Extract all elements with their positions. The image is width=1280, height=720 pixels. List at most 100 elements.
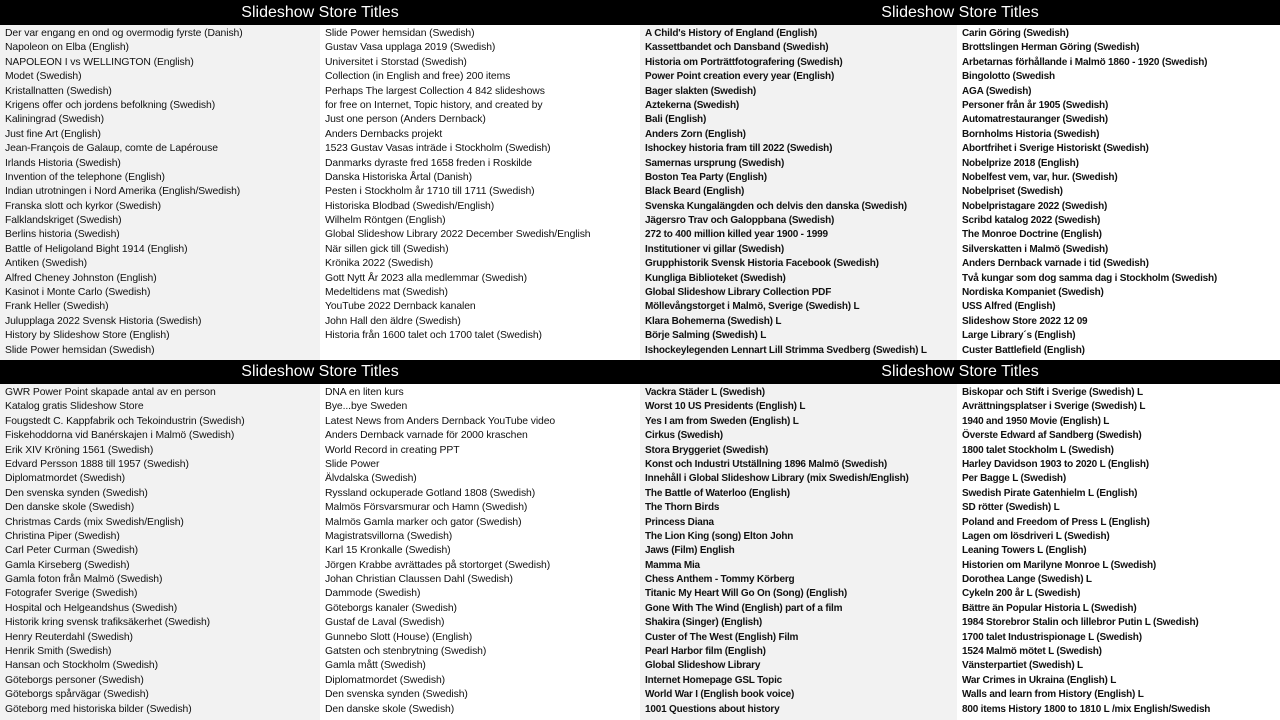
panel-header-title: Slideshow Store Titles bbox=[640, 360, 1280, 384]
list-item: Historien om Marilyne Monroe L (Swedish) bbox=[962, 559, 1157, 571]
list-item: Brottslingen Herman Göring (Swedish) bbox=[962, 42, 1140, 54]
list-item: Bornholms Historia (Swedish) bbox=[962, 128, 1100, 140]
list-item: Worst 10 US Presidents (English) L bbox=[645, 401, 806, 413]
list-item: Slide Power bbox=[325, 458, 380, 470]
list-item: Göteborg med historiska bilder (Swedish) bbox=[5, 703, 192, 715]
list-item: Carl Peter Curman (Swedish) bbox=[5, 545, 138, 557]
list-item: Invention of the telephone (English) bbox=[5, 171, 165, 183]
list-item: Samernas ursprung (Swedish) bbox=[645, 157, 785, 169]
panel-header-title: Slideshow Store Titles bbox=[640, 0, 1280, 25]
list-item: Anders Dernback varnade för 2000 krasche… bbox=[325, 430, 528, 442]
list-item: Scribd katalog 2022 (Swedish) bbox=[962, 215, 1101, 227]
list-item: Krönika 2022 (Swedish) bbox=[325, 258, 434, 270]
list-item: NAPOLEON I vs WELLINGTON (English) bbox=[5, 56, 194, 68]
title-list: Der var engang en ond og overmodig fyrst… bbox=[5, 27, 320, 358]
list-item: 800 items History 1800 to 1810 L /mix En… bbox=[962, 703, 1211, 715]
list-item: Slideshow Store 2022 12 09 bbox=[962, 315, 1088, 327]
list-item: Princess Diana bbox=[645, 516, 714, 528]
title-list: A Child's History of England (English) Ka… bbox=[645, 27, 957, 358]
title-column-right: DNA en liten kurs Bye...bye Sweden Latest … bbox=[320, 384, 640, 720]
list-item: Global Slideshow Library 2022 December S… bbox=[325, 229, 591, 241]
list-item: Dorothea Lange (Swedish) L bbox=[962, 574, 1092, 586]
list-item: Jean-François de Galaup, comte de Lapéro… bbox=[5, 143, 218, 155]
list-item: Berlins historia (Swedish) bbox=[5, 229, 120, 241]
list-item: 1700 talet Industrispionage L (Swedish) bbox=[962, 631, 1142, 643]
list-item: Edvard Persson 1888 till 1957 (Swedish) bbox=[5, 458, 189, 470]
list-item: Jägersro Trav och Galoppbana (Swedish) bbox=[645, 215, 835, 227]
list-item: Kristallnatten (Swedish) bbox=[5, 85, 112, 97]
list-item: 272 to 400 million killed year 1900 - 19… bbox=[645, 229, 828, 241]
list-item: Just one person (Anders Dernback) bbox=[325, 114, 486, 126]
list-item: 1523 Gustav Vasas inträde i Stockholm (S… bbox=[325, 143, 551, 155]
title-list: Biskopar och Stift i Sverige (Swedish) L… bbox=[962, 386, 1280, 717]
list-item: 1984 Storebror Stalin och lillebror Puti… bbox=[962, 617, 1199, 629]
list-item: The Thorn Birds bbox=[645, 502, 720, 514]
title-panel: Slideshow Store Titles Der var engang en … bbox=[0, 0, 640, 360]
list-item: Institutioner vi gillar (Swedish) bbox=[645, 243, 784, 255]
list-item: Latest News from Anders Dernback YouTube… bbox=[325, 415, 556, 427]
list-item: Titanic My Heart Will Go On (Song) (Engl… bbox=[645, 588, 848, 600]
list-item: Magistratsvillorna (Swedish) bbox=[325, 530, 453, 542]
list-item: Gott Nytt År 2023 alla medlemmar (Swedis… bbox=[325, 272, 527, 284]
list-item: Den danske skole (Swedish) bbox=[5, 502, 135, 514]
list-item: Hospital och Helgeandshus (Swedish) bbox=[5, 602, 178, 614]
list-item: Göteborgs spårvägar (Swedish) bbox=[5, 689, 149, 701]
list-item: Danska Historiska Årtal (Danish) bbox=[325, 171, 472, 183]
list-item: SD rötter (Swedish) L bbox=[962, 502, 1060, 514]
list-item: Vänsterpartiet (Swedish) L bbox=[962, 660, 1083, 672]
list-item: Perhaps The largest Collection 4 842 sli… bbox=[325, 85, 545, 97]
list-item: History by Slideshow Store (English) bbox=[5, 330, 170, 342]
list-item: Automatrestauranger (Swedish) bbox=[962, 114, 1108, 126]
list-item: Shakira (Singer) (English) bbox=[645, 617, 763, 629]
list-item: Malmös Försvarsmurar och Hamn (Swedish) bbox=[325, 502, 528, 514]
list-item: Vackra Städer L (Swedish) bbox=[645, 387, 765, 398]
list-item: Kasinot i Monte Carlo (Swedish) bbox=[5, 287, 151, 299]
title-list: Vackra Städer L (Swedish) Worst 10 US Pre… bbox=[645, 386, 957, 717]
list-item: Abortfrihet i Sverige Historiskt (Swedis… bbox=[962, 143, 1149, 155]
list-item: Möllevångstorget i Malmö, Sverige (Swedi… bbox=[645, 301, 860, 313]
list-item: Global Slideshow Library Collection PDF bbox=[645, 287, 832, 299]
list-item: Bingolotto (Swedish bbox=[962, 71, 1055, 83]
list-item: Gustaf de Laval (Swedish) bbox=[325, 617, 445, 629]
list-item: Fotografer Sverige (Swedish) bbox=[5, 588, 138, 600]
list-item: Kassettbandet och Dansband (Swedish) bbox=[645, 42, 829, 54]
list-item: YouTube 2022 Dernback kanalen bbox=[325, 301, 476, 313]
list-item: Konst och Industri Utställning 1896 Malm… bbox=[645, 458, 888, 470]
list-item: Nobelprize 2018 (English) bbox=[962, 157, 1079, 169]
list-item: Jörgen Krabbe avrättades på stortorget (… bbox=[325, 559, 551, 571]
list-item: Der var engang en ond og overmodig fyrst… bbox=[5, 28, 243, 39]
list-item: A Child's History of England (English) bbox=[645, 28, 818, 39]
list-item: Gamla Kirseberg (Swedish) bbox=[5, 559, 130, 571]
list-item: Biskopar och Stift i Sverige (Swedish) L bbox=[962, 387, 1143, 398]
list-item: Frank Heller (Swedish) bbox=[5, 301, 109, 313]
list-item: Universitet i Storstad (Swedish) bbox=[325, 56, 467, 68]
list-item: World War I (English book voice) bbox=[645, 689, 795, 701]
list-item: Custer of The West (English) Film bbox=[645, 631, 799, 643]
list-item: Silverskatten i Malmö (Swedish) bbox=[962, 243, 1109, 255]
list-item: Diplomatmordet (Swedish) bbox=[5, 473, 126, 485]
list-item: Carin Göring (Swedish) bbox=[962, 28, 1069, 39]
title-column-right: Carin Göring (Swedish) Brottslingen Herma… bbox=[957, 25, 1280, 360]
list-item: The Monroe Doctrine (English) bbox=[962, 229, 1102, 241]
list-item: Ishockey historia fram till 2022 (Swedis… bbox=[645, 143, 833, 155]
list-item: Svenska Kungalängden och delvis den dans… bbox=[645, 200, 907, 212]
list-item: John Hall den äldre (Swedish) bbox=[325, 315, 461, 327]
list-item: AGA (Swedish) bbox=[962, 85, 1032, 97]
list-item: Stora Bryggeriet (Swedish) bbox=[645, 444, 769, 456]
list-item: Medeltidens mat (Swedish) bbox=[325, 287, 448, 299]
list-item: Just fine Art (English) bbox=[5, 128, 101, 140]
list-item: GWR Power Point skapade antal av en pers… bbox=[5, 387, 216, 398]
list-item: Jaws (Film) English bbox=[645, 545, 735, 557]
list-item: Grupphistorik Svensk Historia Facebook (… bbox=[645, 258, 879, 270]
list-item: Indian utrotningen i Nord Amerika (Engli… bbox=[5, 186, 241, 198]
title-list: Slide Power hemsidan (Swedish) Gustav Vas… bbox=[325, 27, 640, 344]
list-item: Collection (in English and free) 200 ite… bbox=[325, 71, 511, 83]
list-item: Custer Battlefield (English) bbox=[962, 344, 1085, 356]
list-item: Nobelfest vem, var, hur. (Swedish) bbox=[962, 171, 1118, 183]
list-item: Fougstedt C. Kappfabrik och Tekoindustri… bbox=[5, 415, 245, 427]
title-column-left: Der var engang en ond og overmodig fyrst… bbox=[0, 25, 320, 360]
list-item: När sillen gick till (Swedish) bbox=[325, 243, 449, 255]
list-item: Per Bagge L (Swedish) bbox=[962, 473, 1066, 485]
list-item: Bye...bye Sweden bbox=[325, 401, 408, 413]
list-item: Anders Dernback varnade i tid (Swedish) bbox=[962, 258, 1149, 270]
